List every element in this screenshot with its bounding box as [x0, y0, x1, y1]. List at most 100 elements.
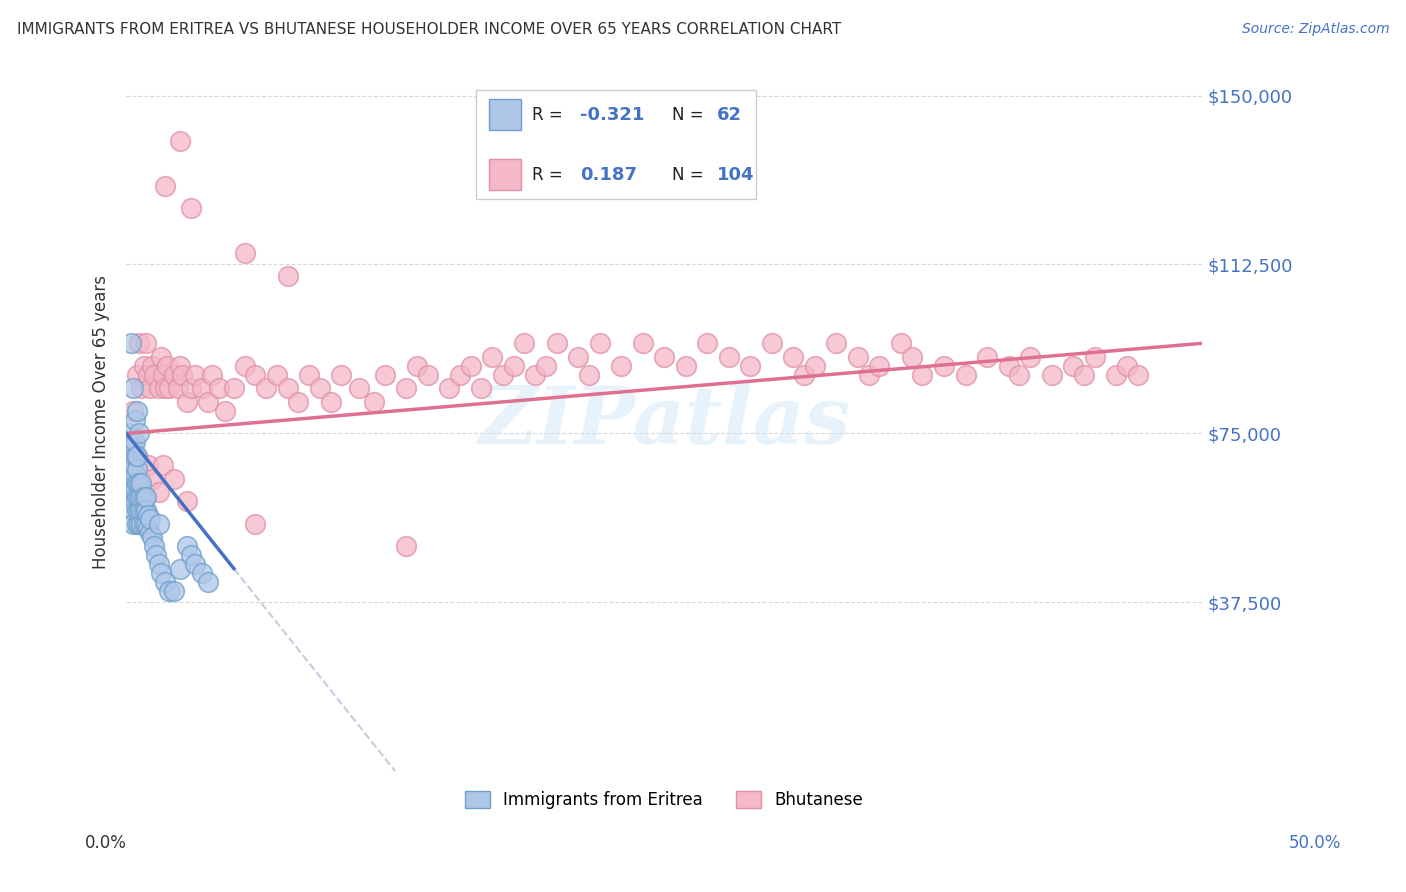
Point — [761, 336, 783, 351]
Point — [128, 426, 150, 441]
Point — [277, 268, 299, 283]
Point — [117, 471, 139, 485]
Point — [1008, 368, 1031, 382]
Point — [437, 381, 460, 395]
Point — [298, 368, 321, 382]
Text: ZIPatlas: ZIPatlas — [478, 384, 851, 461]
Point — [911, 368, 934, 382]
Point — [163, 471, 186, 485]
Point — [652, 350, 675, 364]
Point — [145, 548, 167, 562]
Point — [131, 381, 153, 395]
Point — [120, 440, 142, 454]
Point — [148, 485, 170, 500]
Point — [610, 359, 633, 373]
Point — [245, 368, 267, 382]
Point — [141, 359, 163, 373]
Point — [169, 561, 191, 575]
Point — [135, 490, 157, 504]
Point — [131, 475, 153, 490]
Text: N =: N = — [672, 166, 709, 184]
Point — [184, 368, 207, 382]
Point — [846, 350, 869, 364]
FancyBboxPatch shape — [489, 159, 522, 190]
Point — [136, 458, 159, 472]
Point — [222, 381, 245, 395]
Point — [149, 350, 172, 364]
Point — [233, 359, 256, 373]
Point — [1115, 359, 1137, 373]
Point — [125, 449, 148, 463]
Point — [363, 395, 385, 409]
Point — [502, 359, 524, 373]
Point — [176, 494, 198, 508]
Point — [395, 539, 418, 553]
Point — [169, 359, 191, 373]
FancyBboxPatch shape — [477, 90, 755, 199]
Point — [149, 566, 172, 581]
Point — [121, 381, 143, 395]
Point — [546, 336, 568, 351]
Point — [696, 336, 718, 351]
Y-axis label: Householder Income Over 65 years: Householder Income Over 65 years — [93, 275, 110, 569]
Point — [197, 575, 219, 590]
Point — [125, 503, 148, 517]
Point — [153, 178, 176, 193]
Point — [136, 368, 159, 382]
Point — [143, 368, 166, 382]
Point — [631, 336, 654, 351]
FancyBboxPatch shape — [489, 99, 522, 130]
Point — [156, 359, 179, 373]
Point — [825, 336, 848, 351]
Point — [136, 521, 159, 535]
Point — [120, 481, 142, 495]
Point — [460, 359, 482, 373]
Point — [163, 368, 186, 382]
Point — [125, 475, 148, 490]
Point — [125, 490, 148, 504]
Point — [513, 336, 536, 351]
Point — [128, 516, 150, 531]
Point — [128, 336, 150, 351]
Point — [121, 471, 143, 485]
Point — [578, 368, 600, 382]
Point — [132, 503, 155, 517]
Text: 0.0%: 0.0% — [84, 834, 127, 852]
Point — [176, 395, 198, 409]
Point — [141, 530, 163, 544]
Point — [233, 246, 256, 260]
Point — [152, 368, 174, 382]
Point — [121, 458, 143, 472]
Point — [167, 381, 190, 395]
Point — [125, 462, 148, 476]
Text: IMMIGRANTS FROM ERITREA VS BHUTANESE HOUSEHOLDER INCOME OVER 65 YEARS CORRELATIO: IMMIGRANTS FROM ERITREA VS BHUTANESE HOU… — [17, 22, 841, 37]
Point — [125, 449, 148, 463]
Point — [135, 516, 157, 531]
Point — [124, 481, 146, 495]
Point — [121, 485, 143, 500]
Point — [125, 404, 148, 418]
Point — [157, 584, 180, 599]
Point — [139, 525, 162, 540]
Point — [117, 449, 139, 463]
Text: Source: ZipAtlas.com: Source: ZipAtlas.com — [1241, 22, 1389, 37]
Point — [481, 350, 503, 364]
Point — [197, 395, 219, 409]
Point — [804, 359, 827, 373]
Point — [900, 350, 922, 364]
Point — [190, 566, 212, 581]
Point — [176, 539, 198, 553]
Point — [117, 426, 139, 441]
Point — [740, 359, 762, 373]
Point — [309, 381, 332, 395]
Point — [132, 359, 155, 373]
Point — [131, 503, 153, 517]
Point — [190, 381, 212, 395]
Point — [172, 368, 194, 382]
Point — [148, 381, 170, 395]
Point — [124, 467, 146, 481]
Point — [214, 404, 236, 418]
Point — [163, 584, 186, 599]
Point — [124, 413, 146, 427]
Point — [128, 475, 150, 490]
